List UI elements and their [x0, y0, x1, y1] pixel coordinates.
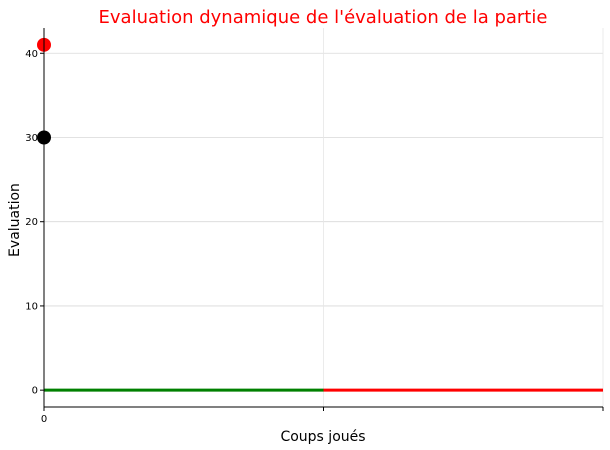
y-tick-label: 30 [25, 133, 38, 144]
tick-labels: 0 10 20 30 40 0 [25, 49, 604, 425]
grid-lines [43, 28, 604, 407]
x-tick-label: 0 [41, 414, 47, 425]
y-tick-label: 40 [25, 49, 38, 60]
y-tick-label: 10 [25, 301, 38, 312]
y-axis-label: Evaluation [7, 183, 23, 257]
x-axis-label: Coups joués [280, 429, 365, 445]
chart-title: Evaluation dynamique de l'évaluation de … [99, 7, 548, 28]
y-tick-label: 0 [32, 386, 38, 397]
data-series [37, 37, 603, 392]
y-tick-label: 20 [25, 217, 38, 228]
